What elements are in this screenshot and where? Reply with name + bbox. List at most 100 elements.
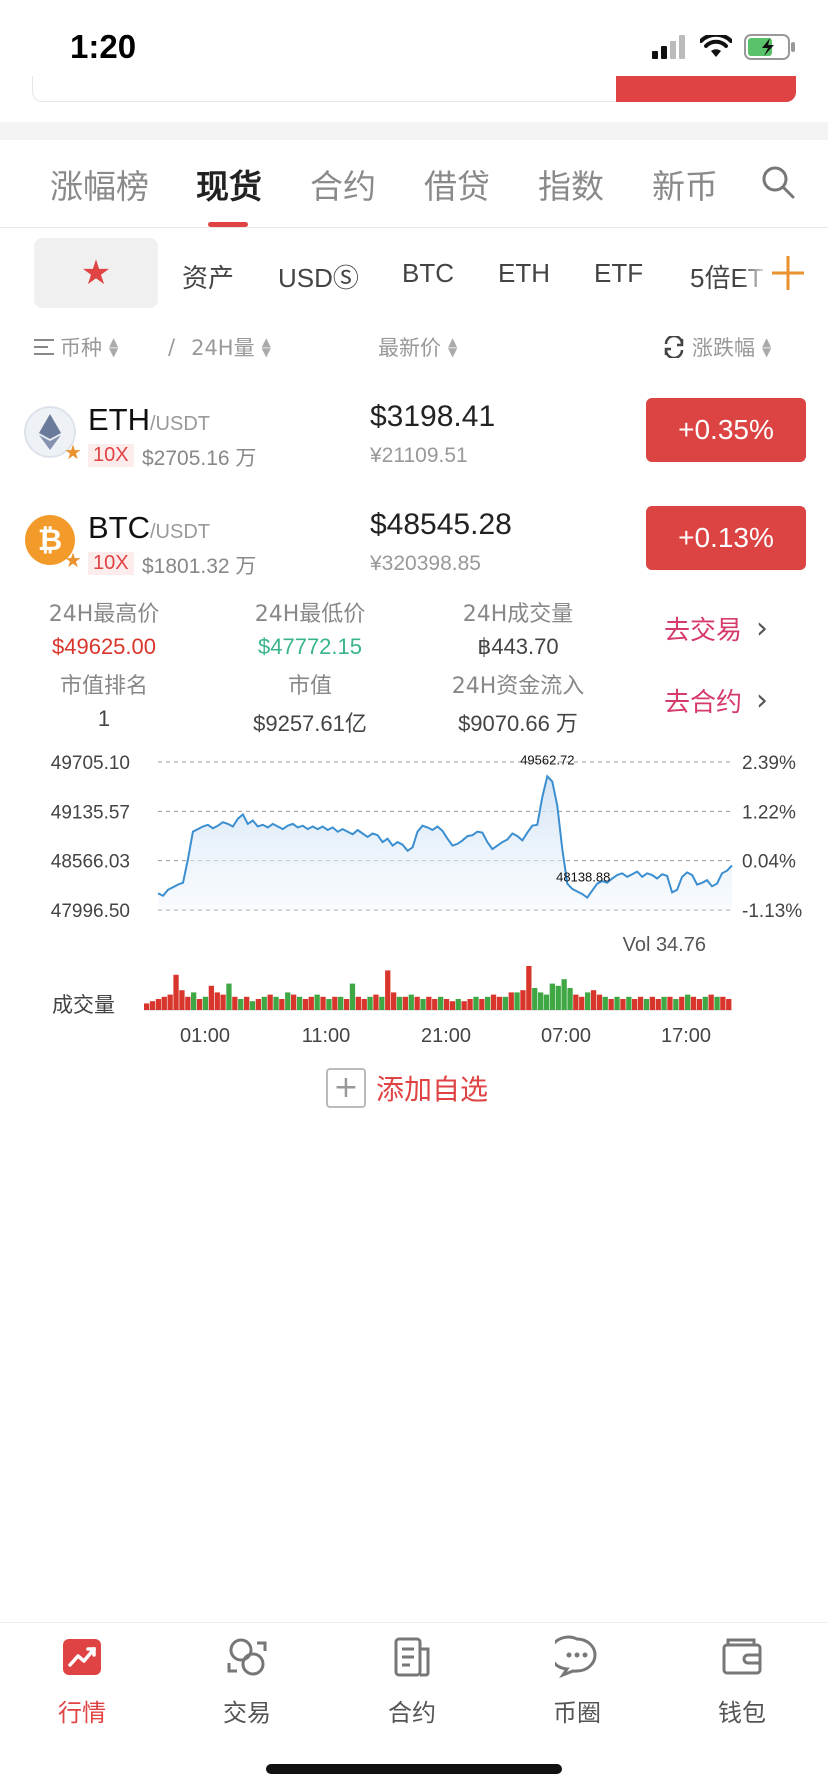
favorites-star-tab[interactable]: ★ [34, 238, 158, 308]
volume-bar [402, 996, 408, 1010]
subtab-btc[interactable]: BTC [402, 258, 454, 288]
add-favorite-button[interactable]: + 添加自选 [326, 1068, 488, 1108]
volume-bar [679, 996, 685, 1010]
volume-bar [343, 999, 350, 1010]
volume-bar [532, 988, 538, 1010]
sort-arrows-icon: ▲ ▼ [109, 335, 119, 359]
change-badge[interactable]: +0.13% [646, 506, 806, 570]
volume-bar [179, 990, 185, 1010]
sort-arrows-icon: ▲ ▼ [448, 335, 458, 359]
toggle-refresh-icon[interactable] [660, 336, 688, 358]
coin-symbol: BTC/USDT [88, 510, 210, 546]
tab-index[interactable]: 指数 [538, 167, 604, 206]
svg-text:₿: ₿ [38, 523, 62, 558]
tab-new-coins[interactable]: 新币 [652, 167, 718, 206]
volume-bar [455, 999, 461, 1010]
column-coin-header[interactable]: 币种 ▲ ▼ [34, 332, 118, 362]
volume-bar [296, 996, 303, 1010]
stat-value: ฿443.70 [477, 634, 559, 659]
price-area [158, 776, 732, 910]
volume-bar [702, 996, 708, 1010]
leverage-badge: 10X [88, 552, 134, 575]
volume-bar [567, 988, 573, 1010]
tab-lending[interactable]: 借贷 [424, 167, 490, 206]
stat-label: 24H最低价 [254, 602, 366, 627]
stat-24h-low: 24H最低价 $47772.15 [210, 596, 410, 660]
subtab-fade [740, 238, 770, 308]
column-change-header[interactable]: 涨跌幅 ▲ ▼ [660, 332, 771, 362]
min-price-label: 48138.88 [556, 870, 610, 885]
volume-bar [520, 990, 526, 1010]
signal-icon [652, 35, 685, 59]
volume-bar [443, 999, 450, 1010]
subtab-etf[interactable]: ETF [594, 258, 644, 288]
volume-bar [385, 970, 391, 1010]
volume-bar [690, 996, 697, 1010]
market-chart-icon [63, 1639, 101, 1675]
price-cny: ¥21109.51 [370, 444, 468, 467]
subtab-assets[interactable]: 资产 [182, 263, 235, 293]
coin-row-btc[interactable]: ₿ ★ BTC/USDT 10X $1801.32 万 $48545.28 ¥3… [0, 506, 828, 612]
max-price-label: 49562.72 [520, 752, 574, 767]
volume-bar [379, 996, 385, 1010]
volume-bar [426, 996, 432, 1010]
volume-bar [396, 996, 403, 1010]
volume-bar [302, 999, 309, 1010]
volume-bar [514, 992, 520, 1010]
price-usd: $3198.41 [370, 400, 496, 433]
search-icon[interactable] [760, 164, 796, 200]
y-axis-tick-right: 0.04% [742, 852, 796, 873]
volume-bar [726, 999, 732, 1010]
volume-bar [232, 996, 238, 1010]
volume-bar [590, 990, 597, 1010]
column-price-header[interactable]: 最新价 ▲ ▼ [378, 332, 457, 362]
nav-wallet[interactable]: 钱包 [682, 1635, 802, 1728]
nav-label: 币圈 [553, 1699, 601, 1727]
x-axis-tick: 01:00 [180, 1025, 230, 1047]
volume-bar [643, 999, 650, 1010]
community-chat-icon [548, 1635, 597, 1679]
stat-label: 24H成交量 [462, 602, 574, 627]
price-cny: ¥320398.85 [370, 552, 481, 575]
sort-arrows-icon: ▲ ▼ [762, 335, 772, 359]
y-axis-tick-left: 48566.03 [51, 852, 130, 873]
go-trade-link[interactable]: 去交易 › [664, 610, 768, 647]
volume-bar [449, 1001, 456, 1010]
volume-bar [543, 994, 550, 1010]
bottom-navigation: 行情 交易 合约 币圈 [0, 1622, 828, 1792]
volume-bar [502, 996, 508, 1010]
nav-contract[interactable]: 合约 [352, 1635, 472, 1728]
nav-community[interactable]: 币圈 [517, 1635, 637, 1728]
favorite-star-icon[interactable]: ★ [64, 548, 82, 572]
column-volume-header[interactable]: / 24H量 ▲ ▼ [168, 332, 271, 362]
status-icons [652, 34, 796, 60]
volume-bar [226, 983, 232, 1010]
favorite-star-icon[interactable]: ★ [64, 440, 82, 464]
go-contract-link[interactable]: 去合约 › [664, 682, 768, 719]
nav-market[interactable]: 行情 [22, 1635, 142, 1728]
plus-icon[interactable] [770, 248, 806, 298]
volume-bar [279, 999, 285, 1010]
bitcoin-logo-icon: ₿ [25, 515, 75, 565]
volume-bar [720, 996, 726, 1010]
subtab-usds[interactable]: USDⓈ [278, 263, 359, 293]
tab-gainers[interactable]: 涨幅榜 [50, 167, 149, 206]
btc-price-chart[interactable]: 49705.10 2.39% 49135.57 1.22% 48566.03 0.04% 4… [0, 740, 828, 1050]
volume-bar [349, 983, 356, 1010]
tab-spot[interactable]: 现货 [196, 167, 262, 206]
volume-bar [596, 994, 603, 1010]
coin-row-eth[interactable]: ★ ETH/USDT 10X $2705.16 万 $3198.41 ¥2110… [0, 398, 828, 504]
x-axis-tick: 11:00 [302, 1025, 351, 1047]
volume-bar [696, 999, 702, 1010]
nav-trade[interactable]: 交易 [187, 1635, 307, 1728]
change-badge[interactable]: +0.35% [646, 398, 806, 462]
volume-bar [249, 1001, 256, 1010]
banner-red-button[interactable] [616, 76, 796, 102]
tab-futures[interactable]: 合约 [310, 167, 376, 206]
y-axis-tick-left: 49135.57 [51, 802, 130, 823]
volume-bar [626, 996, 632, 1010]
subtab-eth[interactable]: ETH [498, 258, 550, 288]
coin-symbol-text: ETH [88, 402, 150, 437]
collapsed-banner-card [32, 76, 796, 102]
volume-bar [649, 996, 655, 1010]
